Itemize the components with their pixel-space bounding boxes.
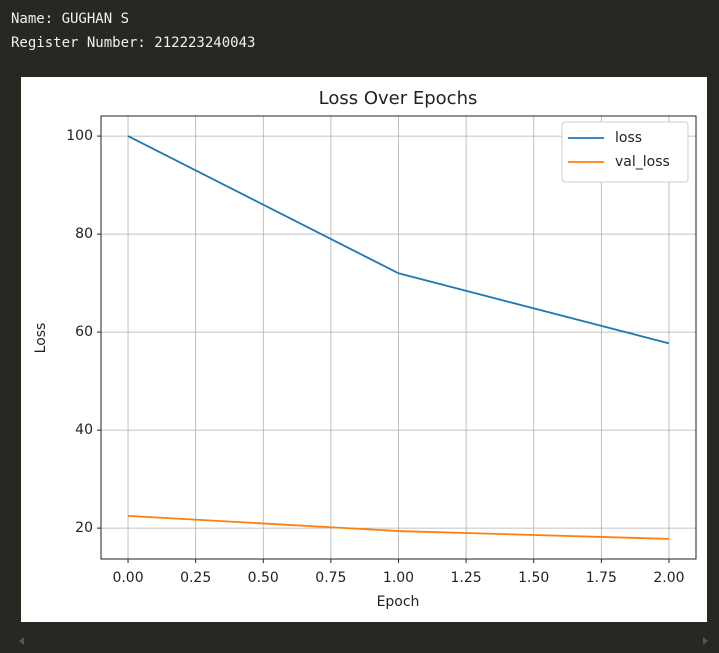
line (127, 514, 669, 540)
output-line: Register Number: 212223240043 (11, 35, 255, 51)
x-tick-label: 0.50 (248, 570, 279, 586)
x-tick-label: 1.75 (586, 570, 617, 586)
scroll-right[interactable] (703, 637, 708, 645)
legend-label: val_loss (615, 154, 670, 170)
plot-frame (100, 115, 697, 560)
legend (561, 121, 689, 183)
x-tick-label: 0.00 (112, 570, 143, 586)
x-tick-label: 2.00 (653, 570, 684, 586)
y-tick-label: 40 (75, 422, 93, 438)
y-tick-label: 20 (75, 520, 93, 536)
x-axis-label: Epoch (377, 594, 420, 610)
line (127, 135, 670, 345)
y-tick-label: 100 (66, 128, 93, 144)
x-tick-label: 0.25 (180, 570, 211, 586)
x-tick-label: 0.75 (315, 570, 346, 586)
x-tick-label: 1.00 (383, 570, 414, 586)
x-tick-label: 1.25 (451, 570, 482, 586)
y-axis-label: Loss (33, 323, 49, 354)
chart: Loss Over Epochs Epoch Loss 0.00 0.25 0.50… (21, 77, 707, 622)
legend-label: loss (615, 130, 642, 146)
y-tick-label: 60 (75, 324, 93, 340)
output-line: Name: GUGHAN S (11, 11, 129, 27)
scroll-left[interactable] (19, 637, 24, 645)
x-tick-label: 1.50 (518, 570, 549, 586)
chart-title: Loss Over Epochs (319, 88, 478, 109)
y-tick-label: 80 (75, 226, 93, 242)
